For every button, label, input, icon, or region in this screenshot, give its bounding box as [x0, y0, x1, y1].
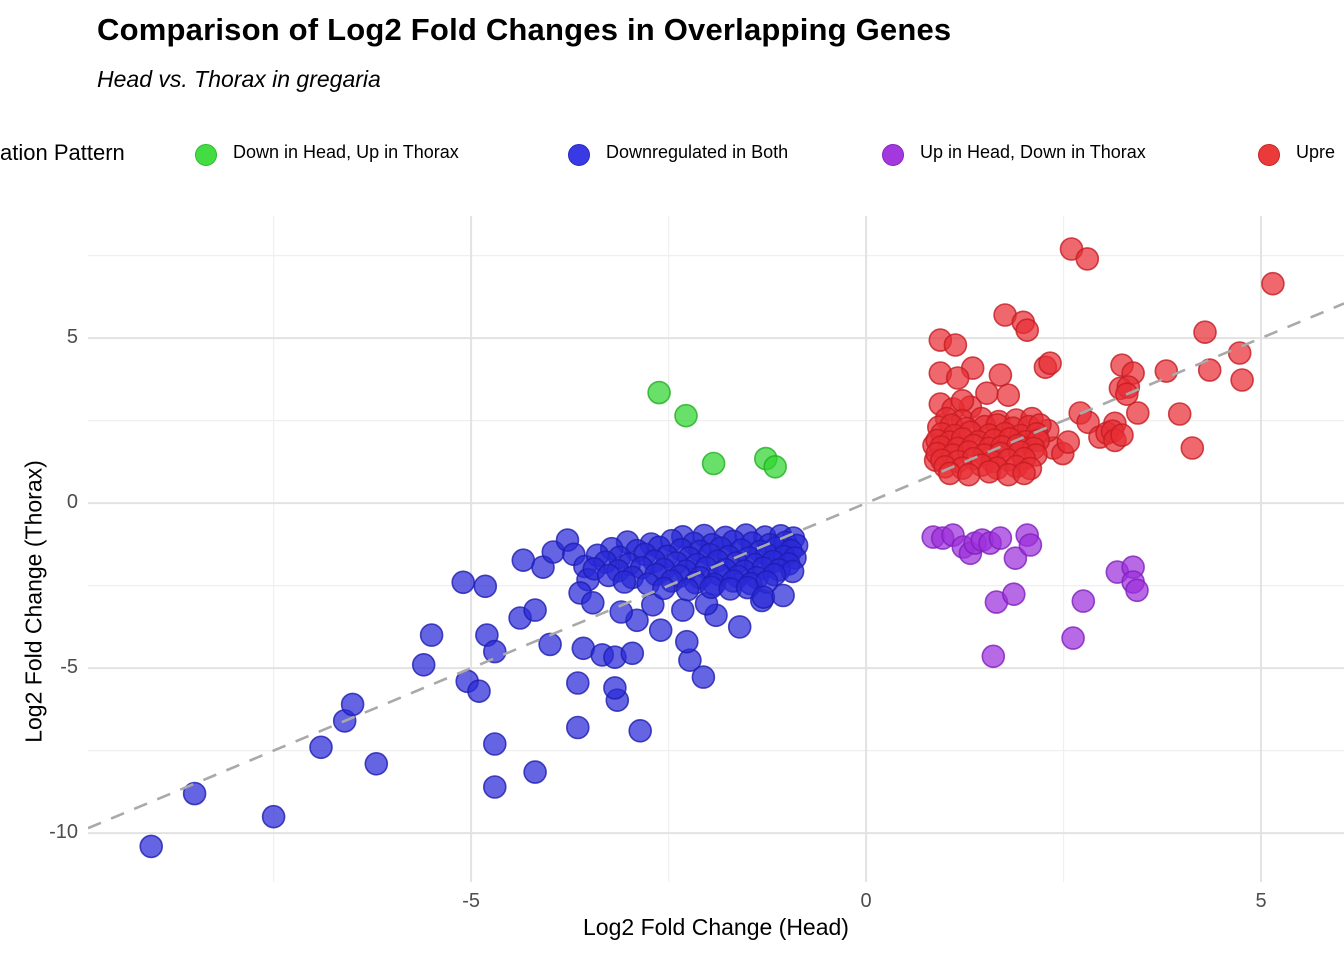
- x-tick-label: 0: [860, 890, 872, 912]
- data-point: [675, 577, 700, 602]
- data-point: [771, 583, 795, 608]
- data-point: [467, 679, 491, 704]
- y-axis-title: Log2 Fold Change (Thorax): [20, 460, 47, 743]
- data-point: [1038, 351, 1062, 375]
- data-point: [1003, 546, 1028, 571]
- data-point: [309, 735, 333, 760]
- data-point: [1167, 402, 1192, 426]
- data-point: [956, 462, 981, 487]
- data-point: [1125, 578, 1149, 603]
- y-tick-label: -10: [49, 821, 78, 844]
- data-point: [751, 585, 776, 610]
- data-point: [981, 644, 1006, 669]
- data-point: [1126, 401, 1150, 425]
- data-point: [988, 363, 1013, 387]
- data-point: [727, 615, 752, 639]
- data-point: [691, 665, 716, 689]
- x-axis-title: Log2 Fold Change (Head): [583, 914, 849, 940]
- data-point: [701, 451, 726, 476]
- data-point: [473, 574, 498, 599]
- data-point: [182, 781, 207, 806]
- data-point: [340, 692, 365, 717]
- data-point: [1071, 589, 1096, 613]
- data-point: [943, 333, 968, 357]
- scatter-points: [139, 237, 1285, 859]
- data-point: [945, 366, 970, 390]
- data-point: [538, 632, 562, 657]
- data-point: [139, 834, 164, 859]
- data-point: [628, 718, 653, 743]
- series-down-in-head-up-in-thorax: [647, 380, 788, 479]
- plot-panel: [88, 216, 1344, 882]
- data-point: [612, 570, 637, 594]
- data-point: [1197, 358, 1222, 382]
- data-point: [1110, 423, 1134, 447]
- data-point: [763, 455, 788, 479]
- data-point: [364, 751, 389, 776]
- data-point: [523, 760, 547, 784]
- data-point: [647, 380, 671, 405]
- data-point: [648, 618, 673, 643]
- data-point: [1001, 582, 1026, 607]
- data-point: [996, 383, 1021, 407]
- y-tick-label: 0: [66, 491, 78, 514]
- data-point: [419, 623, 444, 647]
- legend-item-label: Downregulated in Both: [606, 142, 789, 162]
- legend-title: ation Pattern: [0, 140, 125, 165]
- data-point: [1154, 359, 1179, 383]
- data-point: [670, 598, 695, 622]
- legend-dot-red-icon: [1258, 144, 1280, 166]
- page-title: Comparison of Log2 Fold Changes in Overl…: [97, 12, 952, 47]
- data-point: [674, 629, 699, 654]
- data-point: [1061, 626, 1085, 650]
- data-point: [1056, 430, 1081, 454]
- data-point: [652, 576, 676, 601]
- data-point: [1261, 271, 1285, 296]
- data-point: [620, 641, 645, 666]
- grid-major-lines: [88, 216, 1344, 882]
- data-point: [565, 715, 590, 740]
- x-tick-label: 5: [1255, 890, 1267, 912]
- data-point: [1227, 341, 1252, 365]
- data-point: [261, 804, 286, 829]
- series-upre: [922, 237, 1285, 487]
- page-subtitle: Head vs. Thorax in gregaria: [97, 66, 381, 92]
- series-up-in-head-down-in-thorax: [921, 523, 1149, 669]
- data-point: [603, 676, 627, 700]
- data-point: [565, 671, 590, 695]
- series-downregulated-in-both: [139, 523, 809, 859]
- legend-item-label: Down in Head, Up in Thorax: [233, 142, 459, 162]
- data-point: [1018, 533, 1043, 557]
- data-point: [1193, 320, 1217, 344]
- legend-dot-purple-icon: [882, 144, 904, 166]
- legend-dot-blue-icon: [568, 144, 590, 166]
- data-point: [674, 403, 698, 428]
- data-point: [1012, 461, 1036, 486]
- y-tick-label: -5: [60, 656, 78, 679]
- data-point: [482, 732, 507, 756]
- legend-item-label: Up in Head, Down in Thorax: [920, 142, 1146, 162]
- data-point: [950, 389, 975, 413]
- identity-line: [88, 302, 1344, 830]
- data-point: [609, 600, 634, 624]
- data-point: [482, 775, 507, 799]
- y-tick-label: 5: [66, 326, 78, 349]
- data-point: [988, 526, 1013, 550]
- legend-item-label: Upre: [1296, 142, 1336, 162]
- identity-dashed-line: [88, 302, 1344, 830]
- data-point: [511, 548, 536, 573]
- data-point: [1230, 368, 1254, 392]
- data-point: [482, 639, 507, 664]
- data-point: [411, 652, 436, 677]
- data-point: [1015, 318, 1040, 342]
- legend: ation Pattern Down in Head, Up in Thorax…: [0, 138, 1344, 170]
- data-point: [451, 570, 476, 595]
- legend-dot-green-icon: [195, 144, 217, 166]
- data-point: [1075, 247, 1100, 271]
- data-point: [580, 590, 605, 615]
- data-point: [523, 598, 547, 622]
- x-tick-label: -5: [462, 890, 480, 912]
- data-point: [1180, 436, 1205, 460]
